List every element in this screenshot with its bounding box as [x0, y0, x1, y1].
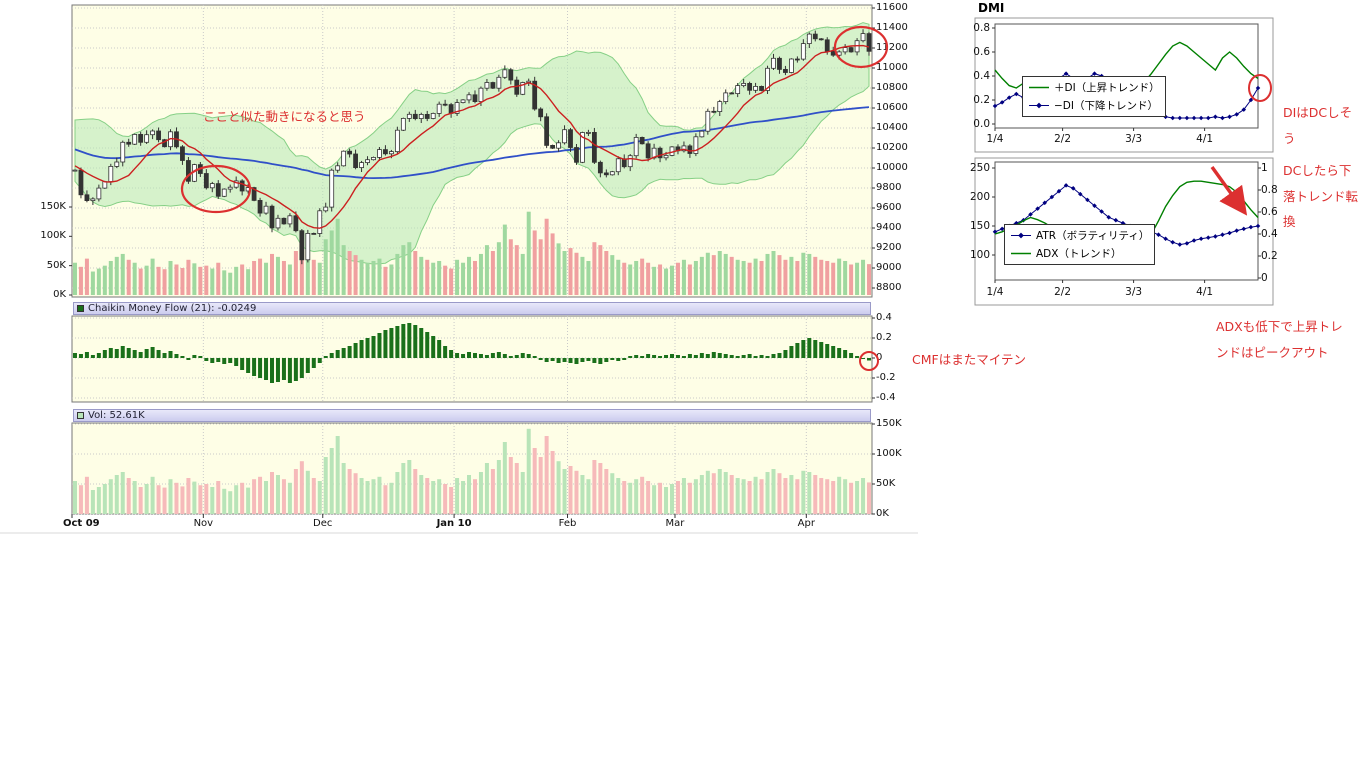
- axis-tick-label: 100K: [40, 230, 66, 242]
- axis-tick-label: Feb: [558, 518, 577, 529]
- legend-label: −DI（下降トレンド）: [1054, 100, 1158, 112]
- axis-tick-label: 4/1: [1196, 132, 1214, 145]
- axis-tick-label: 0.8: [1261, 183, 1278, 196]
- axis-tick-label: Apr: [797, 518, 815, 529]
- axis-tick-label: 0.6: [1261, 205, 1278, 218]
- axis-tick-label: -0.2: [876, 372, 896, 383]
- vol-header-label: Vol: 52.61K: [88, 409, 145, 421]
- axis-tick-label: 1/4: [986, 132, 1004, 145]
- axis-tick-label: 3/3: [1125, 132, 1143, 145]
- dmi-chart-title: DMI: [978, 1, 1005, 15]
- legend-item-plus-di: ＋DI（上昇トレンド）: [1028, 80, 1160, 95]
- axis-tick-label: 2/2: [1054, 132, 1072, 145]
- axis-tick-label: 11200: [876, 42, 908, 53]
- axis-tick-label: 11600: [876, 2, 908, 13]
- atr-line-icon: [1011, 232, 1031, 239]
- axis-tick-label: 0.4: [973, 69, 990, 82]
- adx-line-icon: [1011, 252, 1031, 255]
- axis-tick-label: 1/4: [986, 285, 1004, 298]
- axis-tick-label: 0.8: [973, 21, 990, 34]
- axis-tick-label: 0.2: [876, 332, 892, 343]
- axis-tick-label: 3/3: [1125, 285, 1143, 298]
- axis-tick-label: 10600: [876, 102, 908, 113]
- cmf-swatch-icon: [77, 305, 84, 312]
- axis-tick-label: -0.4: [876, 392, 896, 403]
- atr-adx-legend: ATR（ボラティリティ） ADX（トレンド）: [1004, 224, 1156, 265]
- axis-tick-label: 10200: [876, 142, 908, 153]
- plus-di-line-icon: [1029, 86, 1049, 89]
- axis-tick-label: 0K: [876, 508, 889, 519]
- axis-tick-label: 0.6: [973, 45, 990, 58]
- axis-tick-label: 100: [969, 248, 990, 261]
- axis-tick-label: 10400: [876, 122, 908, 133]
- axis-tick-label: 50K: [46, 259, 66, 271]
- annotation-adx-peakout: ADXも低下で上昇トレンドはピークアウト: [1216, 319, 1343, 360]
- axis-tick-label: 0: [876, 352, 883, 363]
- volume-bars: [72, 428, 872, 514]
- axis-tick-label: 0.2: [973, 93, 990, 106]
- axis-tick-label: 0.4: [876, 312, 892, 323]
- legend-label: ATR（ボラティリティ）: [1036, 230, 1150, 242]
- axis-tick-label: Dec: [313, 518, 333, 529]
- cmf-bars: [72, 323, 872, 383]
- minus-di-line-icon: [1029, 102, 1049, 109]
- annotation-similar-move: ここと似た動きになると思う: [203, 109, 366, 124]
- axis-tick-label: 9200: [876, 242, 902, 253]
- cmf-header-label: Chaikin Money Flow (21): -0.0249: [88, 302, 257, 314]
- axis-tick-label: 50K: [876, 478, 896, 489]
- sma-fast-red-line: [74, 44, 870, 229]
- axis-tick-label: 0: [1261, 271, 1268, 284]
- axis-tick-label: Nov: [193, 518, 214, 529]
- axis-tick-label: 11400: [876, 22, 908, 33]
- vol-swatch-icon: [77, 412, 84, 419]
- axis-tick-label: Mar: [665, 518, 685, 529]
- annotation-dc-downtrend: DCしたら下落トレンド転換: [1283, 163, 1359, 230]
- cmf-panel-header: Chaikin Money Flow (21): -0.0249: [73, 302, 871, 315]
- vol-panel-header: Vol: 52.61K: [73, 409, 871, 422]
- axis-tick-label: 0.0: [973, 117, 990, 130]
- legend-item-adx: ADX（トレンド）: [1010, 246, 1149, 261]
- axis-tick-label: Jan 10: [436, 518, 472, 529]
- axis-tick-label: 200: [969, 190, 990, 203]
- axis-tick-label: Oct 09: [63, 518, 100, 529]
- axis-tick-label: 10800: [876, 82, 908, 93]
- axis-tick-label: 0.4: [1261, 227, 1278, 240]
- axis-tick-label: 9800: [876, 182, 902, 193]
- axis-tick-label: 2/2: [1054, 285, 1072, 298]
- axis-tick-label: 9400: [876, 222, 902, 233]
- axis-tick-label: 1: [1261, 161, 1268, 174]
- legend-item-minus-di: −DI（下降トレンド）: [1028, 98, 1160, 113]
- sma-slow-blue-line: [74, 106, 870, 180]
- legend-label: ADX（トレンド）: [1036, 248, 1122, 260]
- axis-tick-label: 100K: [876, 448, 902, 459]
- axis-tick-label: 150: [969, 219, 990, 232]
- axis-tick-label: 250: [969, 161, 990, 174]
- axis-tick-label: 4/1: [1196, 285, 1214, 298]
- axis-tick-label: 8800: [876, 282, 902, 293]
- legend-item-atr: ATR（ボラティリティ）: [1010, 228, 1149, 243]
- axis-tick-label: 10000: [876, 162, 908, 173]
- volume-overlay-bars: [72, 211, 872, 295]
- axis-tick-label: 0.2: [1261, 249, 1278, 262]
- axis-tick-label: 9600: [876, 202, 902, 213]
- annotation-di-dead-cross: DIはDCしそう: [1283, 105, 1353, 146]
- axis-tick-label: 11000: [876, 62, 908, 73]
- axis-tick-label: 9000: [876, 262, 902, 273]
- legend-label: ＋DI（上昇トレンド）: [1054, 82, 1160, 94]
- axis-tick-label: 0K: [53, 288, 66, 300]
- annotation-cmf-minus: CMFはまたマイテン: [912, 352, 1026, 367]
- axis-tick-label: 150K: [40, 201, 66, 212]
- dmi-legend: ＋DI（上昇トレンド） −DI（下降トレンド）: [1022, 76, 1166, 117]
- axis-tick-label: 150K: [876, 418, 902, 429]
